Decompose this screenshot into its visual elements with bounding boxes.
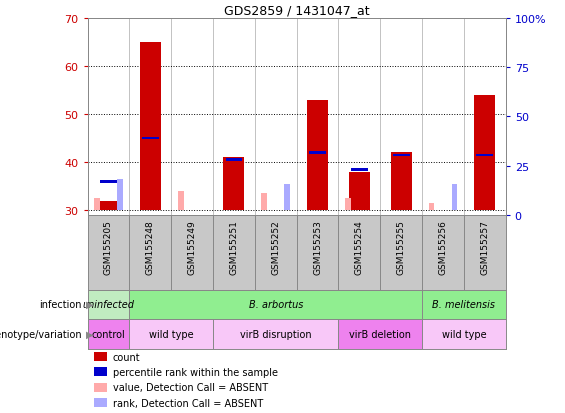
Text: ▶: ▶ bbox=[86, 329, 94, 339]
Text: B. arbortus: B. arbortus bbox=[249, 299, 303, 309]
Bar bbox=[451, 184, 458, 211]
Bar bbox=[309, 152, 326, 154]
Bar bbox=[94, 368, 107, 377]
Bar bbox=[475, 95, 496, 211]
Bar bbox=[213, 319, 338, 349]
Bar bbox=[351, 169, 368, 171]
Text: GSM155251: GSM155251 bbox=[229, 219, 238, 274]
Bar bbox=[393, 154, 410, 157]
Text: virB disruption: virB disruption bbox=[240, 329, 311, 339]
Bar bbox=[142, 138, 159, 140]
Bar bbox=[422, 290, 506, 319]
Bar bbox=[98, 201, 119, 211]
Bar bbox=[225, 159, 242, 161]
Bar bbox=[338, 319, 422, 349]
Text: value, Detection Call = ABSENT: value, Detection Call = ABSENT bbox=[112, 382, 268, 392]
Text: GSM155256: GSM155256 bbox=[438, 219, 447, 274]
Text: GSM155249: GSM155249 bbox=[188, 219, 197, 274]
Text: uninfected: uninfected bbox=[82, 299, 134, 309]
Bar bbox=[94, 383, 107, 392]
Bar bbox=[391, 153, 412, 211]
Bar bbox=[428, 204, 434, 211]
Text: GSM155252: GSM155252 bbox=[271, 219, 280, 274]
Text: virB deletion: virB deletion bbox=[349, 329, 411, 339]
Title: GDS2859 / 1431047_at: GDS2859 / 1431047_at bbox=[224, 5, 370, 17]
Bar bbox=[100, 180, 117, 183]
Text: infection: infection bbox=[40, 299, 82, 309]
Bar bbox=[345, 199, 351, 211]
Bar bbox=[129, 290, 422, 319]
Text: control: control bbox=[92, 329, 125, 339]
Bar bbox=[94, 199, 100, 211]
Bar bbox=[129, 319, 213, 349]
Text: B. melitensis: B. melitensis bbox=[432, 299, 496, 309]
Text: percentile rank within the sample: percentile rank within the sample bbox=[112, 367, 277, 377]
Text: genotype/variation: genotype/variation bbox=[0, 329, 82, 339]
Bar bbox=[422, 319, 506, 349]
Bar bbox=[349, 172, 370, 211]
Text: wild type: wild type bbox=[442, 329, 486, 339]
Bar bbox=[476, 154, 493, 157]
Text: count: count bbox=[112, 352, 140, 362]
Text: GSM155205: GSM155205 bbox=[104, 219, 113, 274]
Bar bbox=[177, 192, 184, 211]
Text: ▶: ▶ bbox=[86, 299, 94, 309]
Text: GSM155253: GSM155253 bbox=[313, 219, 322, 274]
Text: GSM155257: GSM155257 bbox=[480, 219, 489, 274]
Bar bbox=[261, 194, 267, 211]
Text: GSM155248: GSM155248 bbox=[146, 219, 155, 274]
Bar bbox=[94, 352, 107, 361]
Text: rank, Detection Call = ABSENT: rank, Detection Call = ABSENT bbox=[112, 398, 263, 408]
Bar bbox=[140, 43, 161, 211]
Bar bbox=[88, 319, 129, 349]
Text: GSM155255: GSM155255 bbox=[397, 219, 406, 274]
Bar bbox=[307, 100, 328, 211]
Text: GSM155254: GSM155254 bbox=[355, 219, 364, 274]
Bar bbox=[94, 398, 107, 407]
Text: wild type: wild type bbox=[149, 329, 193, 339]
Bar bbox=[224, 158, 244, 211]
Bar bbox=[88, 290, 129, 319]
Bar bbox=[117, 180, 123, 211]
Bar bbox=[284, 184, 290, 211]
